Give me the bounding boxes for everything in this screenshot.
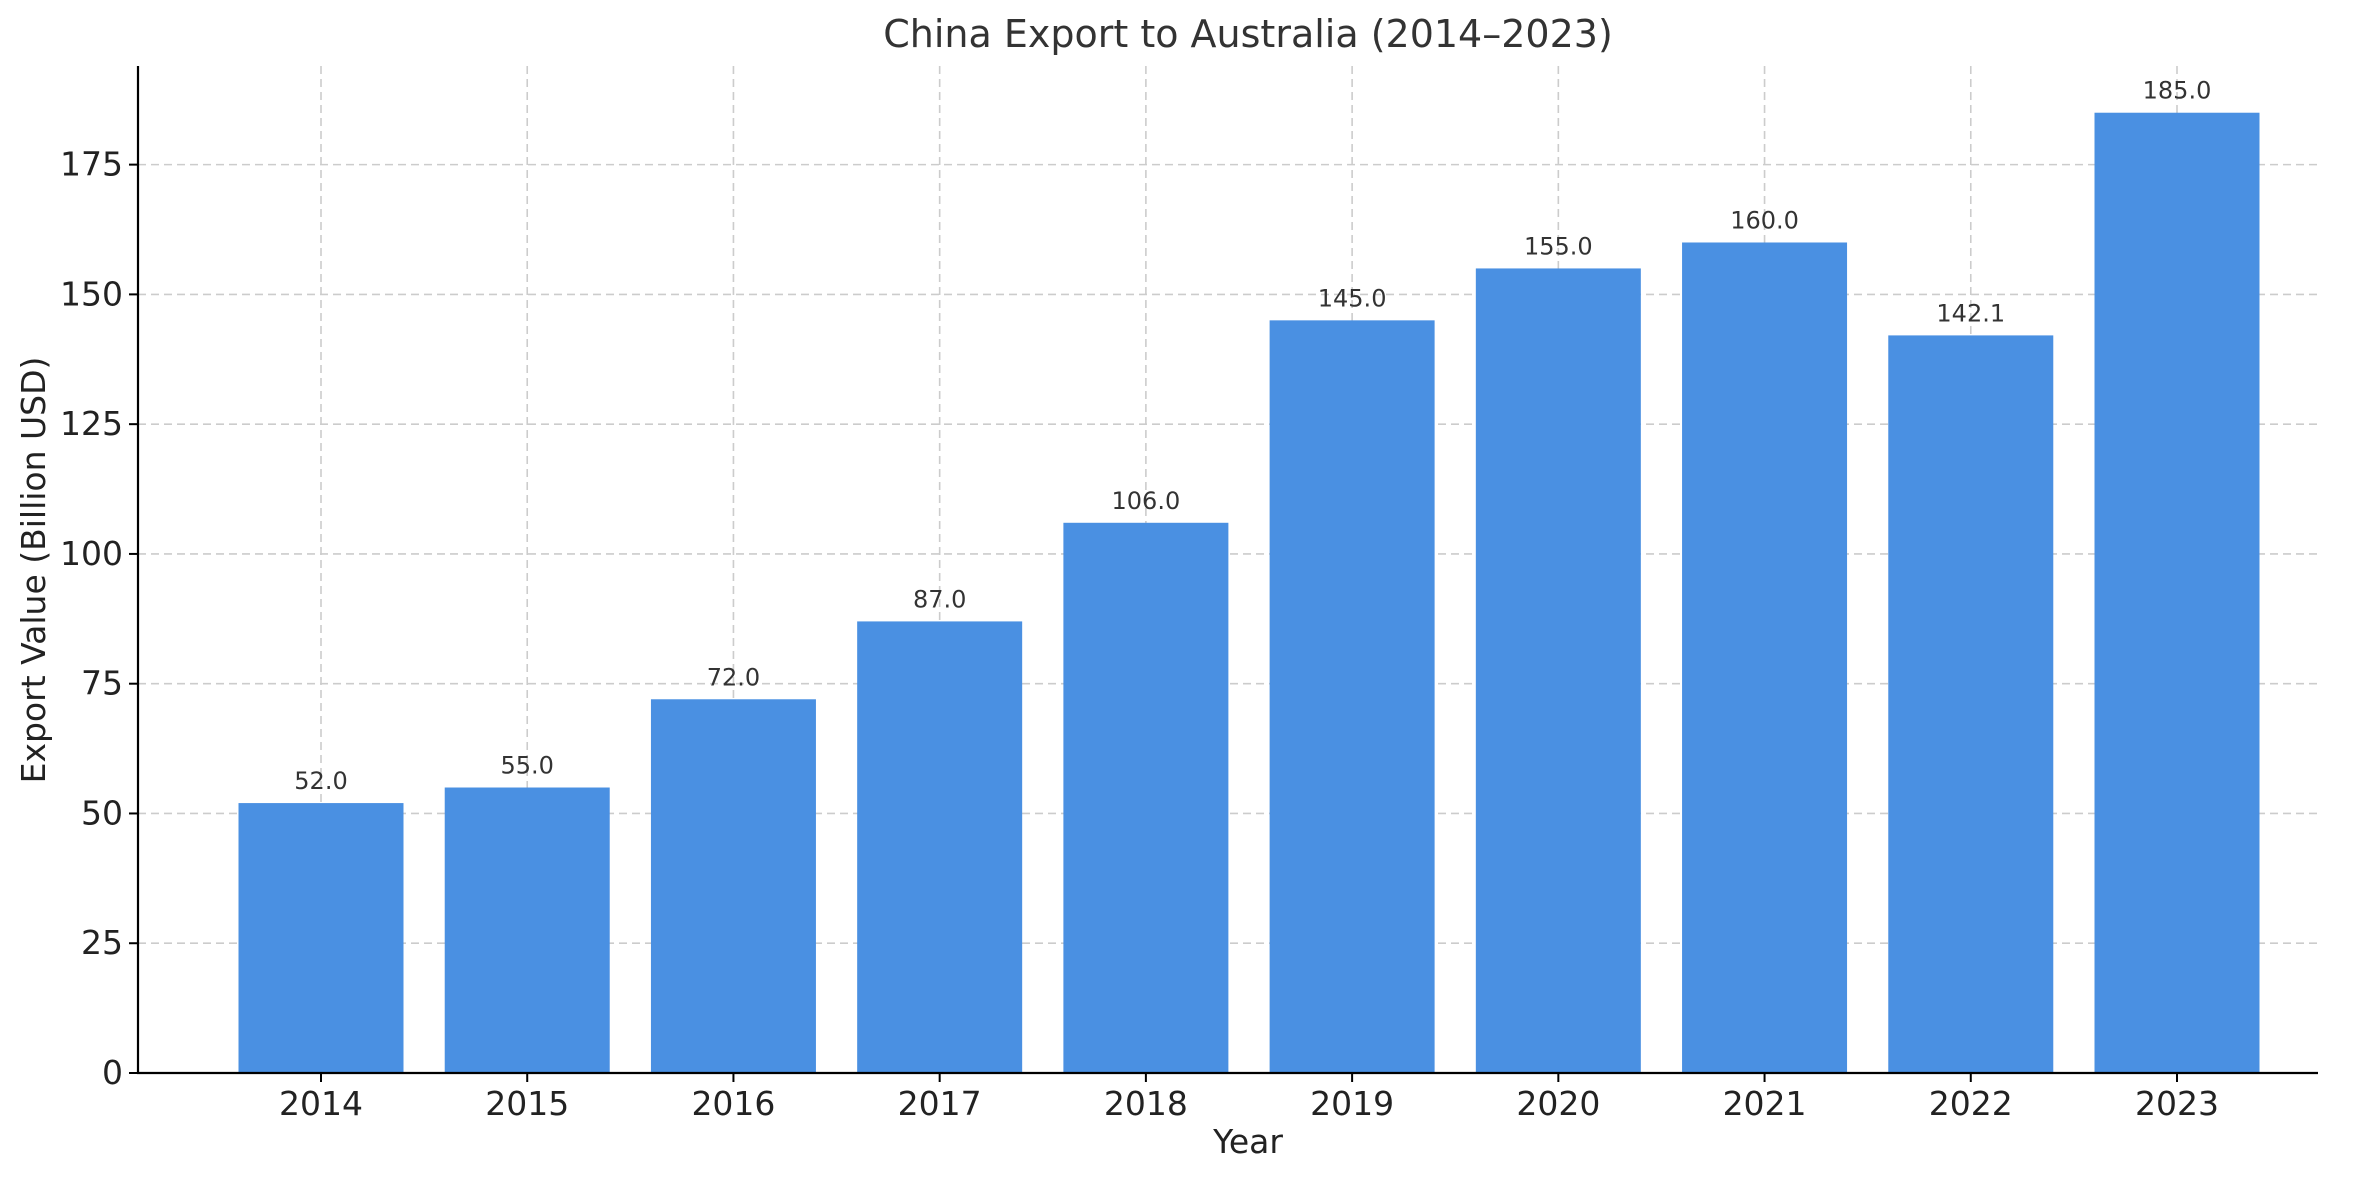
x-tick-label-2020: 2020 [1516, 1084, 1600, 1123]
bar-2014 [238, 803, 404, 1073]
y-tick-label-50: 50 [81, 793, 123, 832]
bar-value-label-2016: 72.0 [707, 663, 760, 691]
y-tick-label-175: 175 [60, 145, 123, 184]
bar-2018 [1063, 522, 1229, 1073]
bar-value-label-2020: 155.0 [1524, 232, 1593, 260]
y-tick-label-150: 150 [60, 274, 123, 313]
bar-2015 [444, 787, 610, 1073]
x-tick-label-2019: 2019 [1310, 1084, 1394, 1123]
x-tick-label-2018: 2018 [1104, 1084, 1188, 1123]
x-tick-label-2021: 2021 [1723, 1084, 1807, 1123]
bar-value-label-2017: 87.0 [913, 585, 966, 613]
bar-value-label-2019: 145.0 [1318, 284, 1387, 312]
bar-value-label-2023: 185.0 [2143, 77, 2212, 105]
chart-title: China Export to Australia (2014–2023) [883, 12, 1613, 56]
bars [238, 112, 2260, 1074]
axes: 0 25 50 75 100 125 150 175 2014 2015 2016 2017 2018 2… [60, 66, 2318, 1123]
y-tick-label-100: 100 [60, 534, 123, 573]
y-tick-label-0: 0 [102, 1053, 123, 1092]
bar-2022 [1888, 335, 2054, 1074]
x-axis-title: Year [1212, 1122, 1283, 1161]
bar-2019 [1269, 320, 1435, 1074]
x-tick-label-2016: 2016 [691, 1084, 775, 1123]
bar-2020 [1475, 268, 1641, 1074]
x-tick-label-2022: 2022 [1929, 1084, 2013, 1123]
bar-value-label-2014: 52.0 [294, 767, 347, 795]
x-tick-label-2014: 2014 [279, 1084, 363, 1123]
y-tick-label-125: 125 [60, 404, 123, 443]
x-tick-label-2023: 2023 [2135, 1084, 2219, 1123]
y-axis-title: Export Value (Billion USD) [14, 357, 53, 784]
x-tick-label-2017: 2017 [898, 1084, 982, 1123]
y-tick-label-75: 75 [81, 664, 123, 703]
bar-2016 [650, 699, 816, 1073]
bar-2017 [857, 621, 1023, 1073]
bar-2021 [1682, 242, 1848, 1073]
bar-value-label-2015: 55.0 [501, 752, 554, 780]
bar-value-label-2018: 106.0 [1112, 487, 1181, 515]
bar-2023 [2094, 112, 2260, 1073]
bar-value-labels: 52.0 55.0 72.0 87.0 106.0 145.0 155.0 160.0 142.… [294, 77, 2211, 795]
y-tick-label-25: 25 [81, 923, 123, 962]
x-tick-label-2015: 2015 [485, 1084, 569, 1123]
bar-value-label-2021: 160.0 [1730, 206, 1799, 234]
bar-value-label-2022: 142.1 [1936, 299, 2005, 327]
